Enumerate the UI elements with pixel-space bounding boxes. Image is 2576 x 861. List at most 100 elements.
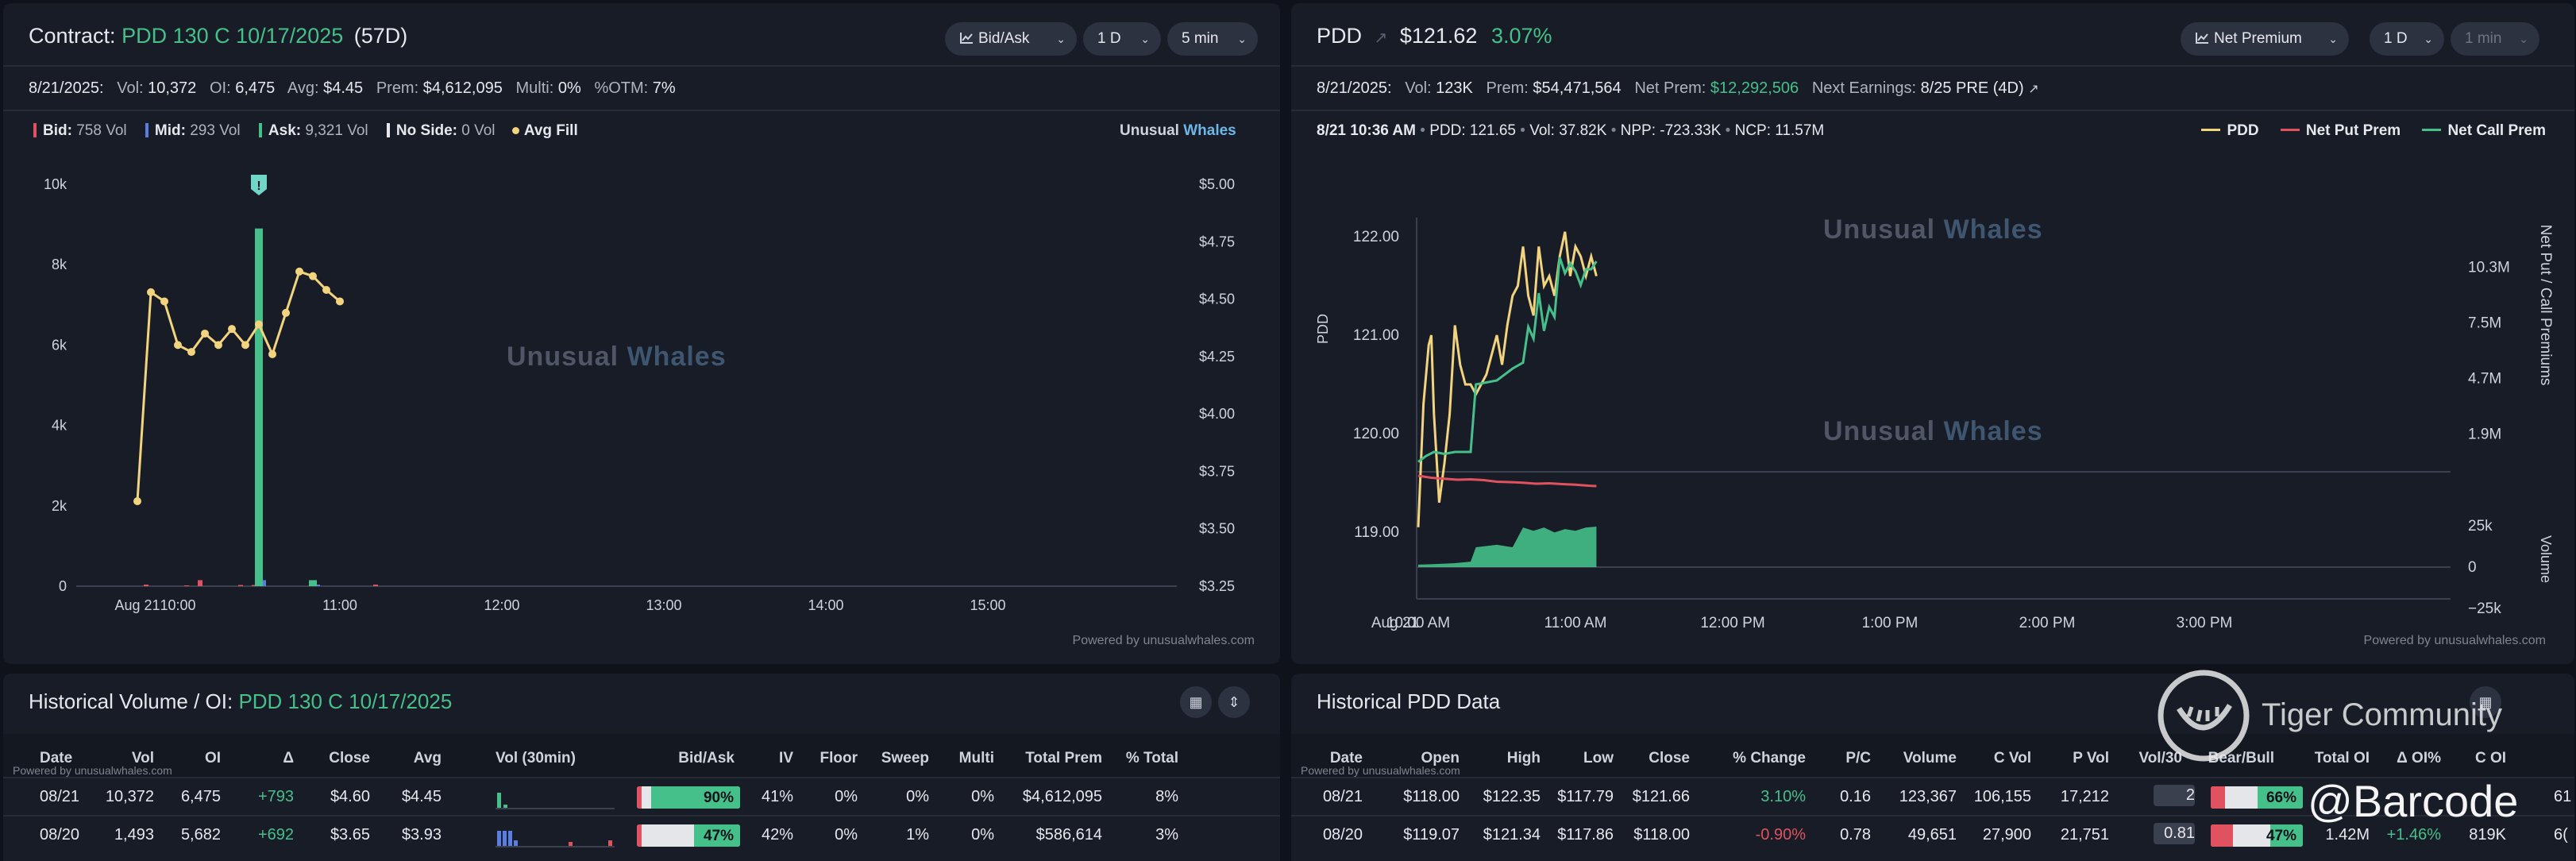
column-header[interactable]: Date bbox=[1329, 750, 1363, 766]
contract-label: Contract: bbox=[29, 24, 116, 48]
column-header[interactable]: Date bbox=[40, 750, 73, 766]
table-cell: 0% bbox=[971, 826, 994, 844]
table-row[interactable]: 08/20 1,493 5,682 +692 $3.65 $3.93 47% 42% 0% 1%… bbox=[3, 815, 1280, 855]
ticker-change: 3.07% bbox=[1490, 24, 1552, 48]
legend-bid: Bid: bbox=[43, 122, 72, 139]
x-tick-label: Aug 21 bbox=[1371, 615, 1419, 631]
ticker-header: PDD ↗ $121.62 3.07% bbox=[1317, 24, 1552, 48]
y-tick-label: 8k bbox=[52, 257, 67, 272]
contract-dte: (57D) bbox=[353, 24, 408, 48]
volume-tick-label: 0 bbox=[2468, 559, 2477, 576]
x-tick-label: 2:00 PM bbox=[2019, 615, 2076, 631]
column-header[interactable]: Total Prem bbox=[1025, 750, 1102, 766]
legend-net-call[interactable]: Net Call Prem bbox=[2447, 122, 2546, 139]
contract-symbol: PDD 130 C 10/17/2025 bbox=[121, 24, 344, 48]
column-header[interactable]: Δ bbox=[283, 750, 294, 766]
column-header[interactable]: Vol bbox=[131, 750, 154, 766]
bid-ask-bar: 47% bbox=[637, 824, 740, 847]
vol-30min-sparkline bbox=[496, 823, 615, 853]
stat-earnings[interactable]: 8/25 PRE (4D) bbox=[1920, 79, 2024, 97]
powered-by[interactable]: Powered by unusualwhales.com bbox=[1301, 764, 1460, 777]
column-header[interactable]: Sweep bbox=[881, 750, 929, 766]
column-header[interactable]: Floor bbox=[819, 750, 858, 766]
watermark: Unusual Whales bbox=[1823, 214, 2043, 245]
bid-ask-dropdown[interactable]: Bid/Ask ⌄ bbox=[945, 22, 1077, 56]
chevron-down-icon: ⌄ bbox=[1237, 33, 1247, 45]
table-cell: 27,900 bbox=[1982, 826, 2031, 844]
column-header[interactable]: Open bbox=[1421, 750, 1460, 766]
table-row[interactable]: 08/21 10,372 6,475 +793 $4.60 $4.45 90% 41% 0% 0… bbox=[3, 777, 1280, 817]
table-cell: 6,475 bbox=[180, 788, 221, 805]
avg-fill-point bbox=[133, 497, 141, 506]
column-header[interactable]: P Vol bbox=[2073, 750, 2109, 766]
column-header[interactable]: C OI bbox=[2474, 750, 2506, 766]
net-premium-dropdown[interactable]: Net Premium ⌄ bbox=[2181, 22, 2349, 56]
range-dropdown[interactable]: 1 D ⌄ bbox=[1083, 22, 1161, 56]
chart-legend: Bid: 758 Vol Mid: 293 Vol Ask: 9,321 Vol… bbox=[33, 122, 578, 140]
x-tick-label: 11:00 bbox=[322, 597, 357, 613]
columns-icon[interactable]: ▦ bbox=[2470, 686, 2501, 718]
column-header[interactable]: High bbox=[1506, 750, 1541, 766]
avg-fill-point bbox=[322, 286, 330, 295]
column-header[interactable]: Vol (30min) bbox=[496, 750, 576, 766]
column-header[interactable]: Close bbox=[1649, 750, 1690, 766]
chevron-down-icon: ⌄ bbox=[1140, 33, 1150, 45]
bear-bull-bar: 66% bbox=[2211, 786, 2306, 809]
y2-tick-label: 10.3M bbox=[2468, 260, 2510, 276]
bar-bid bbox=[373, 584, 378, 586]
avgfill-dot bbox=[511, 127, 519, 134]
table-cell: 1,493 bbox=[114, 826, 154, 844]
chart-legend: PDD Net Put Prem Net Call Prem bbox=[2201, 122, 2546, 140]
column-header[interactable]: C Vol bbox=[1993, 750, 2031, 766]
legend-pdd[interactable]: PDD bbox=[2227, 122, 2259, 139]
column-header[interactable]: Volume bbox=[1903, 750, 1957, 766]
table-cell-overflow: 61 bbox=[2554, 788, 2572, 805]
external-link-icon[interactable]: ↗ bbox=[1374, 29, 1388, 47]
chart-icon bbox=[960, 33, 973, 44]
table-row[interactable]: 08/21 $118.00 $122.35 $117.79 $121.66 3.10% 0.… bbox=[1291, 777, 2574, 817]
range-dropdown[interactable]: 1 D ⌄ bbox=[2370, 22, 2444, 56]
x-tick-label: Aug 21 bbox=[114, 597, 160, 613]
stat-oi: 6,475 bbox=[235, 79, 276, 97]
stat-otm: 7% bbox=[652, 79, 676, 97]
column-header[interactable]: Δ OI% bbox=[2397, 750, 2441, 766]
powered-by[interactable]: Powered by unusualwhales.com bbox=[1072, 634, 1255, 647]
table-row[interactable]: 08/20 $119.07 $121.34 $117.86 $118.00 -0.90% 0… bbox=[1291, 815, 2574, 855]
expand-icon[interactable]: ⇕ bbox=[1218, 686, 1250, 718]
watermark-whales: Whales bbox=[1943, 416, 2043, 446]
powered-by[interactable]: Powered by unusualwhales.com bbox=[13, 764, 172, 777]
column-header[interactable]: Avg bbox=[413, 750, 442, 766]
column-header[interactable]: Vol/30 bbox=[2138, 750, 2182, 766]
column-header[interactable]: OI bbox=[204, 750, 221, 766]
column-header[interactable]: % Change bbox=[1733, 750, 1806, 766]
column-header[interactable]: Bid/Ask bbox=[678, 750, 735, 766]
vol30-badge: 0.81 bbox=[2154, 823, 2195, 844]
powered-by[interactable]: Powered by unusualwhales.com bbox=[2363, 634, 2546, 647]
y-tick-label: 119.00 bbox=[1354, 524, 1399, 541]
column-header[interactable]: Close bbox=[329, 750, 370, 766]
avg-fill-point bbox=[228, 325, 236, 334]
table-cell: +1.46% bbox=[2386, 826, 2441, 844]
legend-net-put[interactable]: Net Put Prem bbox=[2305, 122, 2401, 139]
ticker-chart-panel: PDD ↗ $121.62 3.07% Net Premium ⌄ 1 D ⌄ 1 … bbox=[1291, 3, 2574, 664]
stat-multi: 0% bbox=[557, 79, 581, 97]
column-header[interactable]: Low bbox=[1583, 750, 1614, 766]
y2-tick-label: $3.25 bbox=[1199, 578, 1235, 594]
column-header[interactable]: P/C bbox=[1845, 750, 1871, 766]
volume-axis-label: Volume bbox=[2538, 535, 2554, 583]
watermark: Unusual Whales bbox=[1823, 416, 2043, 447]
interval-dropdown[interactable]: 1 min ⌄ bbox=[2451, 22, 2539, 56]
external-link-icon[interactable]: ↗ bbox=[2028, 83, 2039, 96]
column-header[interactable]: Multi bbox=[958, 750, 994, 766]
brand-whales: Whales bbox=[1183, 122, 1236, 139]
table-cell: 10,372 bbox=[105, 788, 154, 805]
x-tick-label: 15:00 bbox=[970, 597, 1005, 613]
interval-dropdown[interactable]: 5 min ⌄ bbox=[1167, 22, 1258, 56]
columns-icon[interactable]: ▦ bbox=[1180, 686, 1212, 718]
column-header[interactable]: % Total bbox=[1125, 750, 1178, 766]
column-header[interactable]: Total OI bbox=[2314, 750, 2370, 766]
table-cell: 08/20 bbox=[1322, 826, 1363, 844]
column-header[interactable]: IV bbox=[779, 750, 793, 766]
divider bbox=[1291, 110, 2574, 111]
x-tick-label: 14:00 bbox=[808, 597, 843, 613]
